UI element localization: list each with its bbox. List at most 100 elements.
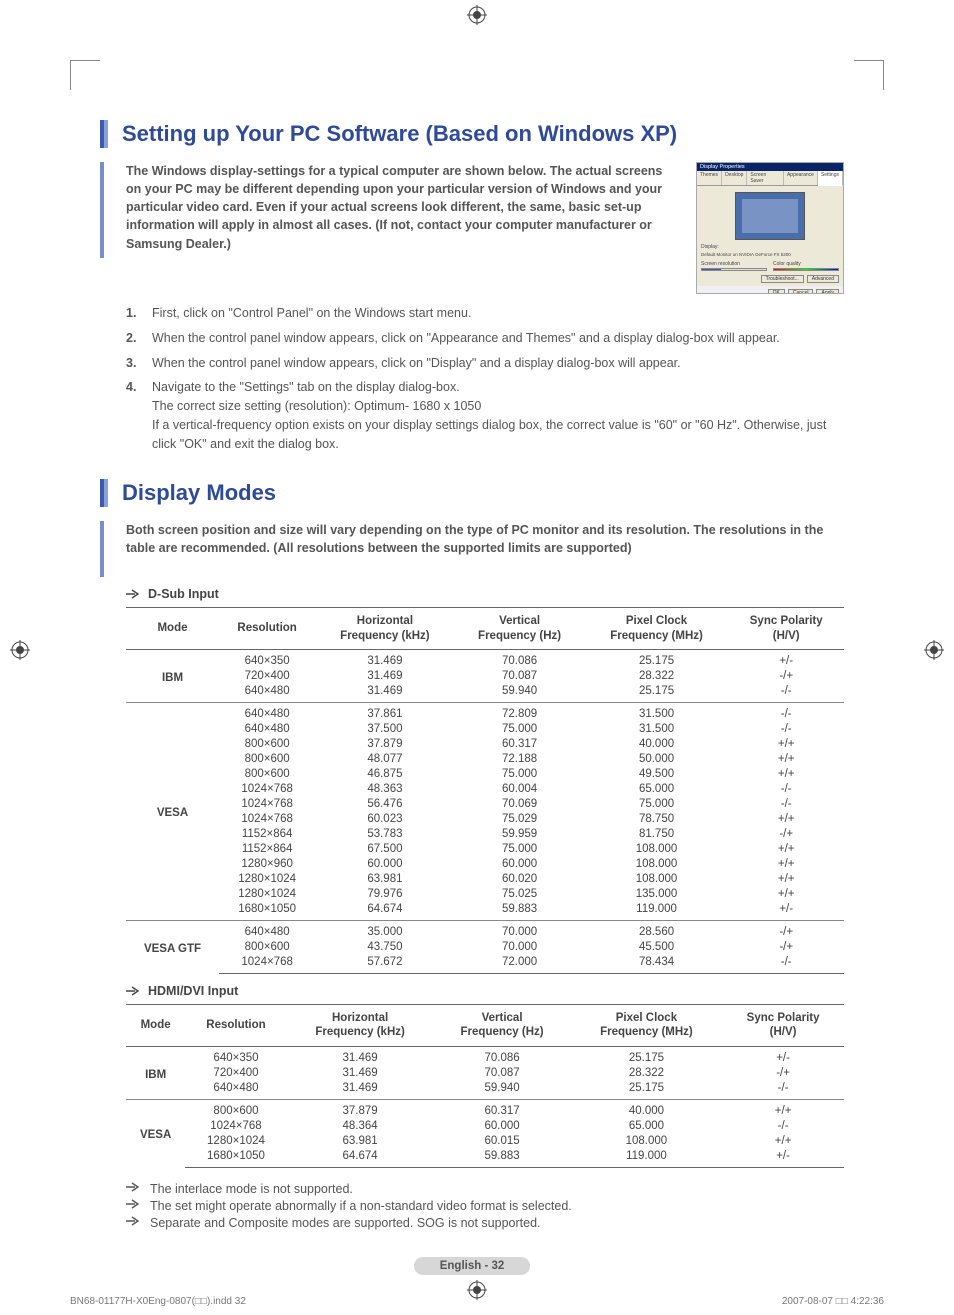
section2-intro: Both screen position and size will vary … xyxy=(126,521,844,557)
note-text: The interlace mode is not supported. xyxy=(150,1182,353,1196)
thumb-slider xyxy=(701,268,767,271)
display-properties-thumbnail: Display Properties Themes Desktop Screen… xyxy=(696,162,844,294)
table-row: 720×40031.46970.08728.322-/+ xyxy=(126,669,844,684)
table-cell: 800×600 xyxy=(219,940,315,955)
table-cell: 79.976 xyxy=(315,887,454,902)
table-cell: 25.175 xyxy=(571,1046,723,1065)
table-cell: 70.000 xyxy=(455,921,585,940)
table-cell: 1280×960 xyxy=(219,857,315,872)
table-cell: 800×600 xyxy=(219,767,315,782)
table-cell: 135.000 xyxy=(585,887,729,902)
table-cell: -/+ xyxy=(728,921,844,940)
thumb-tab: Screen Saver xyxy=(747,171,784,185)
table-cell: 37.879 xyxy=(287,1099,434,1118)
table-cell: 37.500 xyxy=(315,722,454,737)
table-cell: 70.087 xyxy=(455,669,585,684)
note-line: The set might operate abnormally if a no… xyxy=(126,1199,844,1213)
setup-step: 1.First, click on "Control Panel" on the… xyxy=(126,304,844,323)
table-cell: 59.959 xyxy=(455,827,585,842)
table-cell: +/+ xyxy=(728,842,844,857)
table-row: 1024×76848.36460.00065.000-/- xyxy=(126,1118,844,1133)
table-cell: -/- xyxy=(728,703,844,722)
table-cell: 108.000 xyxy=(571,1133,723,1148)
table-cell: +/+ xyxy=(728,737,844,752)
title-accent-bar xyxy=(100,479,108,507)
table-cell: 1024×768 xyxy=(185,1118,287,1133)
table-cell: 72.809 xyxy=(455,703,585,722)
table-cell: 75.000 xyxy=(455,722,585,737)
thumb-btn: Troubleshoot... xyxy=(761,275,804,283)
title-accent-bar xyxy=(100,120,108,148)
table-row: 1024×76857.67272.00078.434-/- xyxy=(126,955,844,974)
table-cell: 60.000 xyxy=(455,857,585,872)
table-cell: 67.500 xyxy=(315,842,454,857)
mode-cell: VESA GTF xyxy=(126,921,219,974)
table-cell: 59.883 xyxy=(455,902,585,921)
table-cell: 25.175 xyxy=(585,650,729,669)
table-row: 640×48031.46959.94025.175-/- xyxy=(126,1080,844,1099)
table-cell: 40.000 xyxy=(585,737,729,752)
table-cell: -/- xyxy=(728,722,844,737)
table-header: Resolution xyxy=(185,1005,287,1047)
table-cell: 53.783 xyxy=(315,827,454,842)
thumb-btn: Apply xyxy=(816,289,839,294)
table-row: 800×60048.07772.18850.000+/+ xyxy=(126,752,844,767)
mode-cell: VESA xyxy=(126,1099,185,1167)
section1-title: Setting up Your PC Software (Based on Wi… xyxy=(122,121,677,147)
table-row: 1680×105064.67459.883119.000+/- xyxy=(126,1148,844,1167)
table-cell: 640×480 xyxy=(219,703,315,722)
table-cell: 119.000 xyxy=(585,902,729,921)
table-header: Sync Polarity(H/V) xyxy=(722,1005,844,1047)
thumb-display-value: Default Monitor on NVIDIA GeForce FX 520… xyxy=(701,252,839,257)
table-cell: 31.469 xyxy=(287,1046,434,1065)
table-cell: -/- xyxy=(728,955,844,974)
table-cell: 640×480 xyxy=(219,684,315,703)
table-cell: +/+ xyxy=(722,1133,844,1148)
table-cell: 640×480 xyxy=(185,1080,287,1099)
table-cell: 31.469 xyxy=(315,669,454,684)
table-row: 1152×86467.50075.000108.000+/+ xyxy=(126,842,844,857)
section2-title: Display Modes xyxy=(122,480,276,506)
table-cell: +/- xyxy=(728,650,844,669)
notes-list: The interlace mode is not supported. The … xyxy=(126,1182,844,1230)
table-cell: 640×480 xyxy=(219,921,315,940)
table-cell: 59.883 xyxy=(434,1148,571,1167)
table-cell: 70.086 xyxy=(434,1046,571,1065)
table-cell: 59.940 xyxy=(434,1080,571,1099)
table-cell: 35.000 xyxy=(315,921,454,940)
setup-step: 4.Navigate to the "Settings" tab on the … xyxy=(126,378,844,453)
thumb-tab: Desktop xyxy=(722,171,747,185)
table-header: Pixel ClockFrequency (MHz) xyxy=(571,1005,723,1047)
bullet-arrow-icon xyxy=(126,1199,140,1209)
thumb-color-label: Color quality xyxy=(773,261,839,267)
table-cell: 1152×864 xyxy=(219,842,315,857)
table-cell: -/- xyxy=(728,797,844,812)
note-text: The set might operate abnormally if a no… xyxy=(150,1199,572,1213)
table-cell: 1680×1050 xyxy=(185,1148,287,1167)
table-row: 1152×86453.78359.95981.750-/+ xyxy=(126,827,844,842)
table-row: 1280×96060.00060.000108.000+/+ xyxy=(126,857,844,872)
table-cell: -/- xyxy=(728,782,844,797)
table-cell: +/+ xyxy=(728,872,844,887)
setup-step: 3.When the control panel window appears,… xyxy=(126,354,844,373)
table-cell: -/+ xyxy=(728,827,844,842)
bullet-arrow-icon xyxy=(126,1182,140,1192)
table-cell: 48.363 xyxy=(315,782,454,797)
intro-accent-bar xyxy=(100,521,104,577)
table-cell: 25.175 xyxy=(585,684,729,703)
table-cell: 28.322 xyxy=(585,669,729,684)
table-cell: 31.500 xyxy=(585,703,729,722)
table-cell: 1280×1024 xyxy=(219,887,315,902)
page-footer: English - 32 xyxy=(100,1256,844,1275)
table-row: 1680×105064.67459.883119.000+/- xyxy=(126,902,844,921)
table-cell: +/- xyxy=(722,1046,844,1065)
table-cell: 59.940 xyxy=(455,684,585,703)
table-cell: 75.000 xyxy=(585,797,729,812)
dsub-input-label: D-Sub Input xyxy=(126,587,844,601)
table-cell: -/+ xyxy=(728,940,844,955)
table-row: VESA GTF640×48035.00070.00028.560-/+ xyxy=(126,921,844,940)
table-cell: 37.861 xyxy=(315,703,454,722)
table-cell: 800×600 xyxy=(219,752,315,767)
table-header: HorizontalFrequency (kHz) xyxy=(315,608,454,650)
table-cell: 78.434 xyxy=(585,955,729,974)
